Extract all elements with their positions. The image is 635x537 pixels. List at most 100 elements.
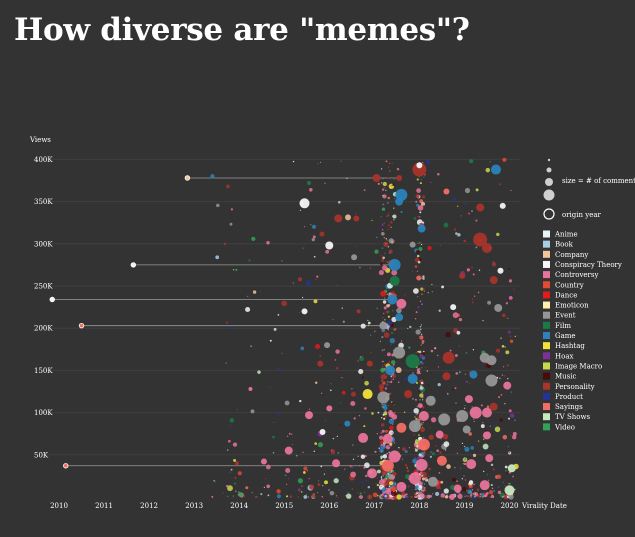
background-point (267, 494, 270, 497)
background-point (281, 300, 288, 307)
data-point (388, 450, 401, 463)
origin-point (184, 175, 191, 181)
background-point (405, 495, 408, 498)
background-point (418, 453, 422, 457)
background-point (389, 272, 391, 274)
background-point (372, 492, 378, 498)
background-point (286, 435, 289, 437)
background-point (386, 239, 389, 242)
background-point (418, 247, 423, 251)
background-point (405, 473, 411, 480)
data-point (377, 391, 390, 404)
background-point (471, 488, 474, 491)
background-point (314, 442, 317, 445)
background-point (431, 291, 433, 293)
background-point (383, 312, 385, 315)
background-point (460, 215, 462, 217)
background-point (416, 491, 418, 493)
background-point (421, 391, 424, 394)
background-point (437, 366, 440, 368)
background-point (373, 321, 375, 323)
background-point (392, 162, 394, 164)
background-point (389, 338, 395, 344)
background-point (417, 438, 419, 440)
background-point (363, 189, 366, 192)
background-point (303, 466, 308, 471)
background-point (353, 417, 356, 420)
background-point (227, 485, 233, 492)
background-point (382, 316, 384, 319)
background-point (371, 378, 374, 380)
background-point (387, 213, 390, 215)
y-tick-label: 50K (34, 451, 49, 459)
legend-swatch (543, 230, 550, 238)
background-point (385, 310, 389, 314)
background-point (414, 416, 416, 418)
background-point (472, 453, 477, 458)
background-point (376, 477, 378, 479)
background-point (390, 226, 392, 228)
background-point (359, 356, 364, 362)
background-point (317, 442, 324, 448)
legend: size = # of comments origin year Anime Bo… (543, 158, 635, 431)
background-point (229, 425, 232, 427)
legend-item-label: Book (555, 241, 574, 249)
background-point (335, 495, 338, 497)
background-point (422, 386, 424, 388)
background-point (478, 440, 480, 442)
background-point (360, 454, 366, 459)
data-point (462, 425, 471, 434)
background-point (511, 434, 517, 440)
background-point (420, 427, 425, 433)
background-point (210, 174, 215, 179)
background-point (226, 184, 230, 189)
background-point (417, 350, 419, 353)
background-point (463, 445, 466, 448)
background-point (390, 221, 393, 224)
background-point (457, 233, 461, 237)
background-point (504, 403, 506, 405)
background-point (428, 495, 431, 498)
legend-swatch (543, 342, 550, 350)
background-point (252, 290, 257, 294)
background-point (507, 317, 509, 319)
background-point (469, 496, 471, 498)
background-point (306, 470, 309, 472)
background-point (414, 317, 417, 320)
background-point (359, 492, 362, 495)
data-point (305, 411, 314, 420)
background-point (365, 474, 368, 478)
background-point (309, 484, 315, 490)
x-axis-label: Virality Date (521, 502, 567, 510)
background-point (436, 354, 439, 357)
background-point (308, 478, 310, 480)
background-point (420, 179, 422, 181)
background-point (416, 416, 420, 419)
background-point (382, 203, 385, 206)
background-point (229, 418, 235, 423)
background-point (423, 483, 426, 485)
background-point (388, 451, 390, 453)
background-point (380, 231, 385, 236)
legend-item-label: Event (555, 312, 576, 320)
legend-item-label: TV Shows (555, 413, 590, 421)
background-point (389, 425, 394, 431)
background-point (382, 413, 385, 416)
background-point (245, 486, 249, 490)
background-point (380, 485, 382, 488)
background-point (458, 317, 463, 322)
background-point (381, 168, 383, 170)
background-point (471, 298, 474, 300)
background-point (363, 491, 366, 493)
data-point (409, 241, 416, 248)
background-point (443, 441, 450, 447)
background-point (427, 292, 429, 294)
origin-point (130, 262, 137, 268)
x-axis: Virality Date 2010 2011 2012 2013 2014 2015 20… (50, 502, 567, 510)
background-point (473, 295, 476, 297)
background-point (393, 207, 395, 209)
background-point (313, 299, 318, 304)
background-point (414, 265, 418, 268)
background-point (417, 296, 419, 298)
legend-swatch (543, 392, 550, 400)
